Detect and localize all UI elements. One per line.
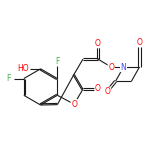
Text: F: F	[6, 74, 10, 83]
Text: O: O	[108, 63, 114, 72]
Text: O: O	[95, 39, 101, 48]
Text: O: O	[105, 87, 111, 96]
Text: O: O	[136, 38, 142, 47]
Text: HO: HO	[17, 64, 29, 73]
Text: O: O	[95, 84, 101, 93]
Text: F: F	[55, 57, 60, 66]
Text: O: O	[71, 100, 77, 109]
Text: N: N	[121, 63, 126, 72]
